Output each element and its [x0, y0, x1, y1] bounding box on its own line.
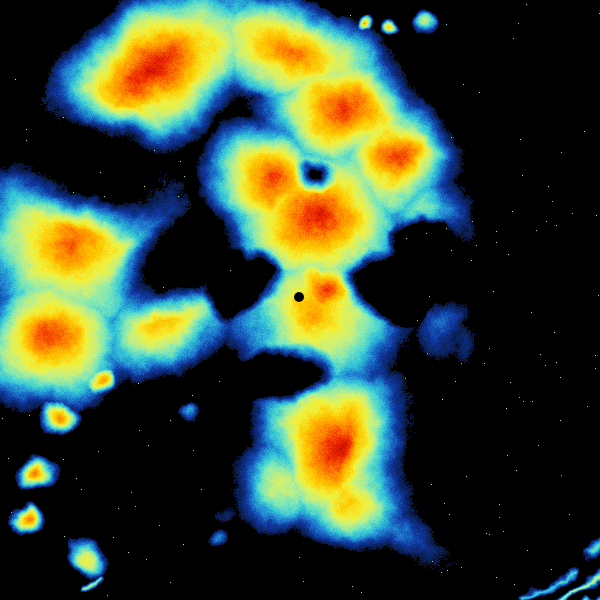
radar-image-viewport: False-color weather radar reflectivity i… — [0, 0, 600, 600]
radar-reflectivity-raster — [0, 0, 600, 600]
